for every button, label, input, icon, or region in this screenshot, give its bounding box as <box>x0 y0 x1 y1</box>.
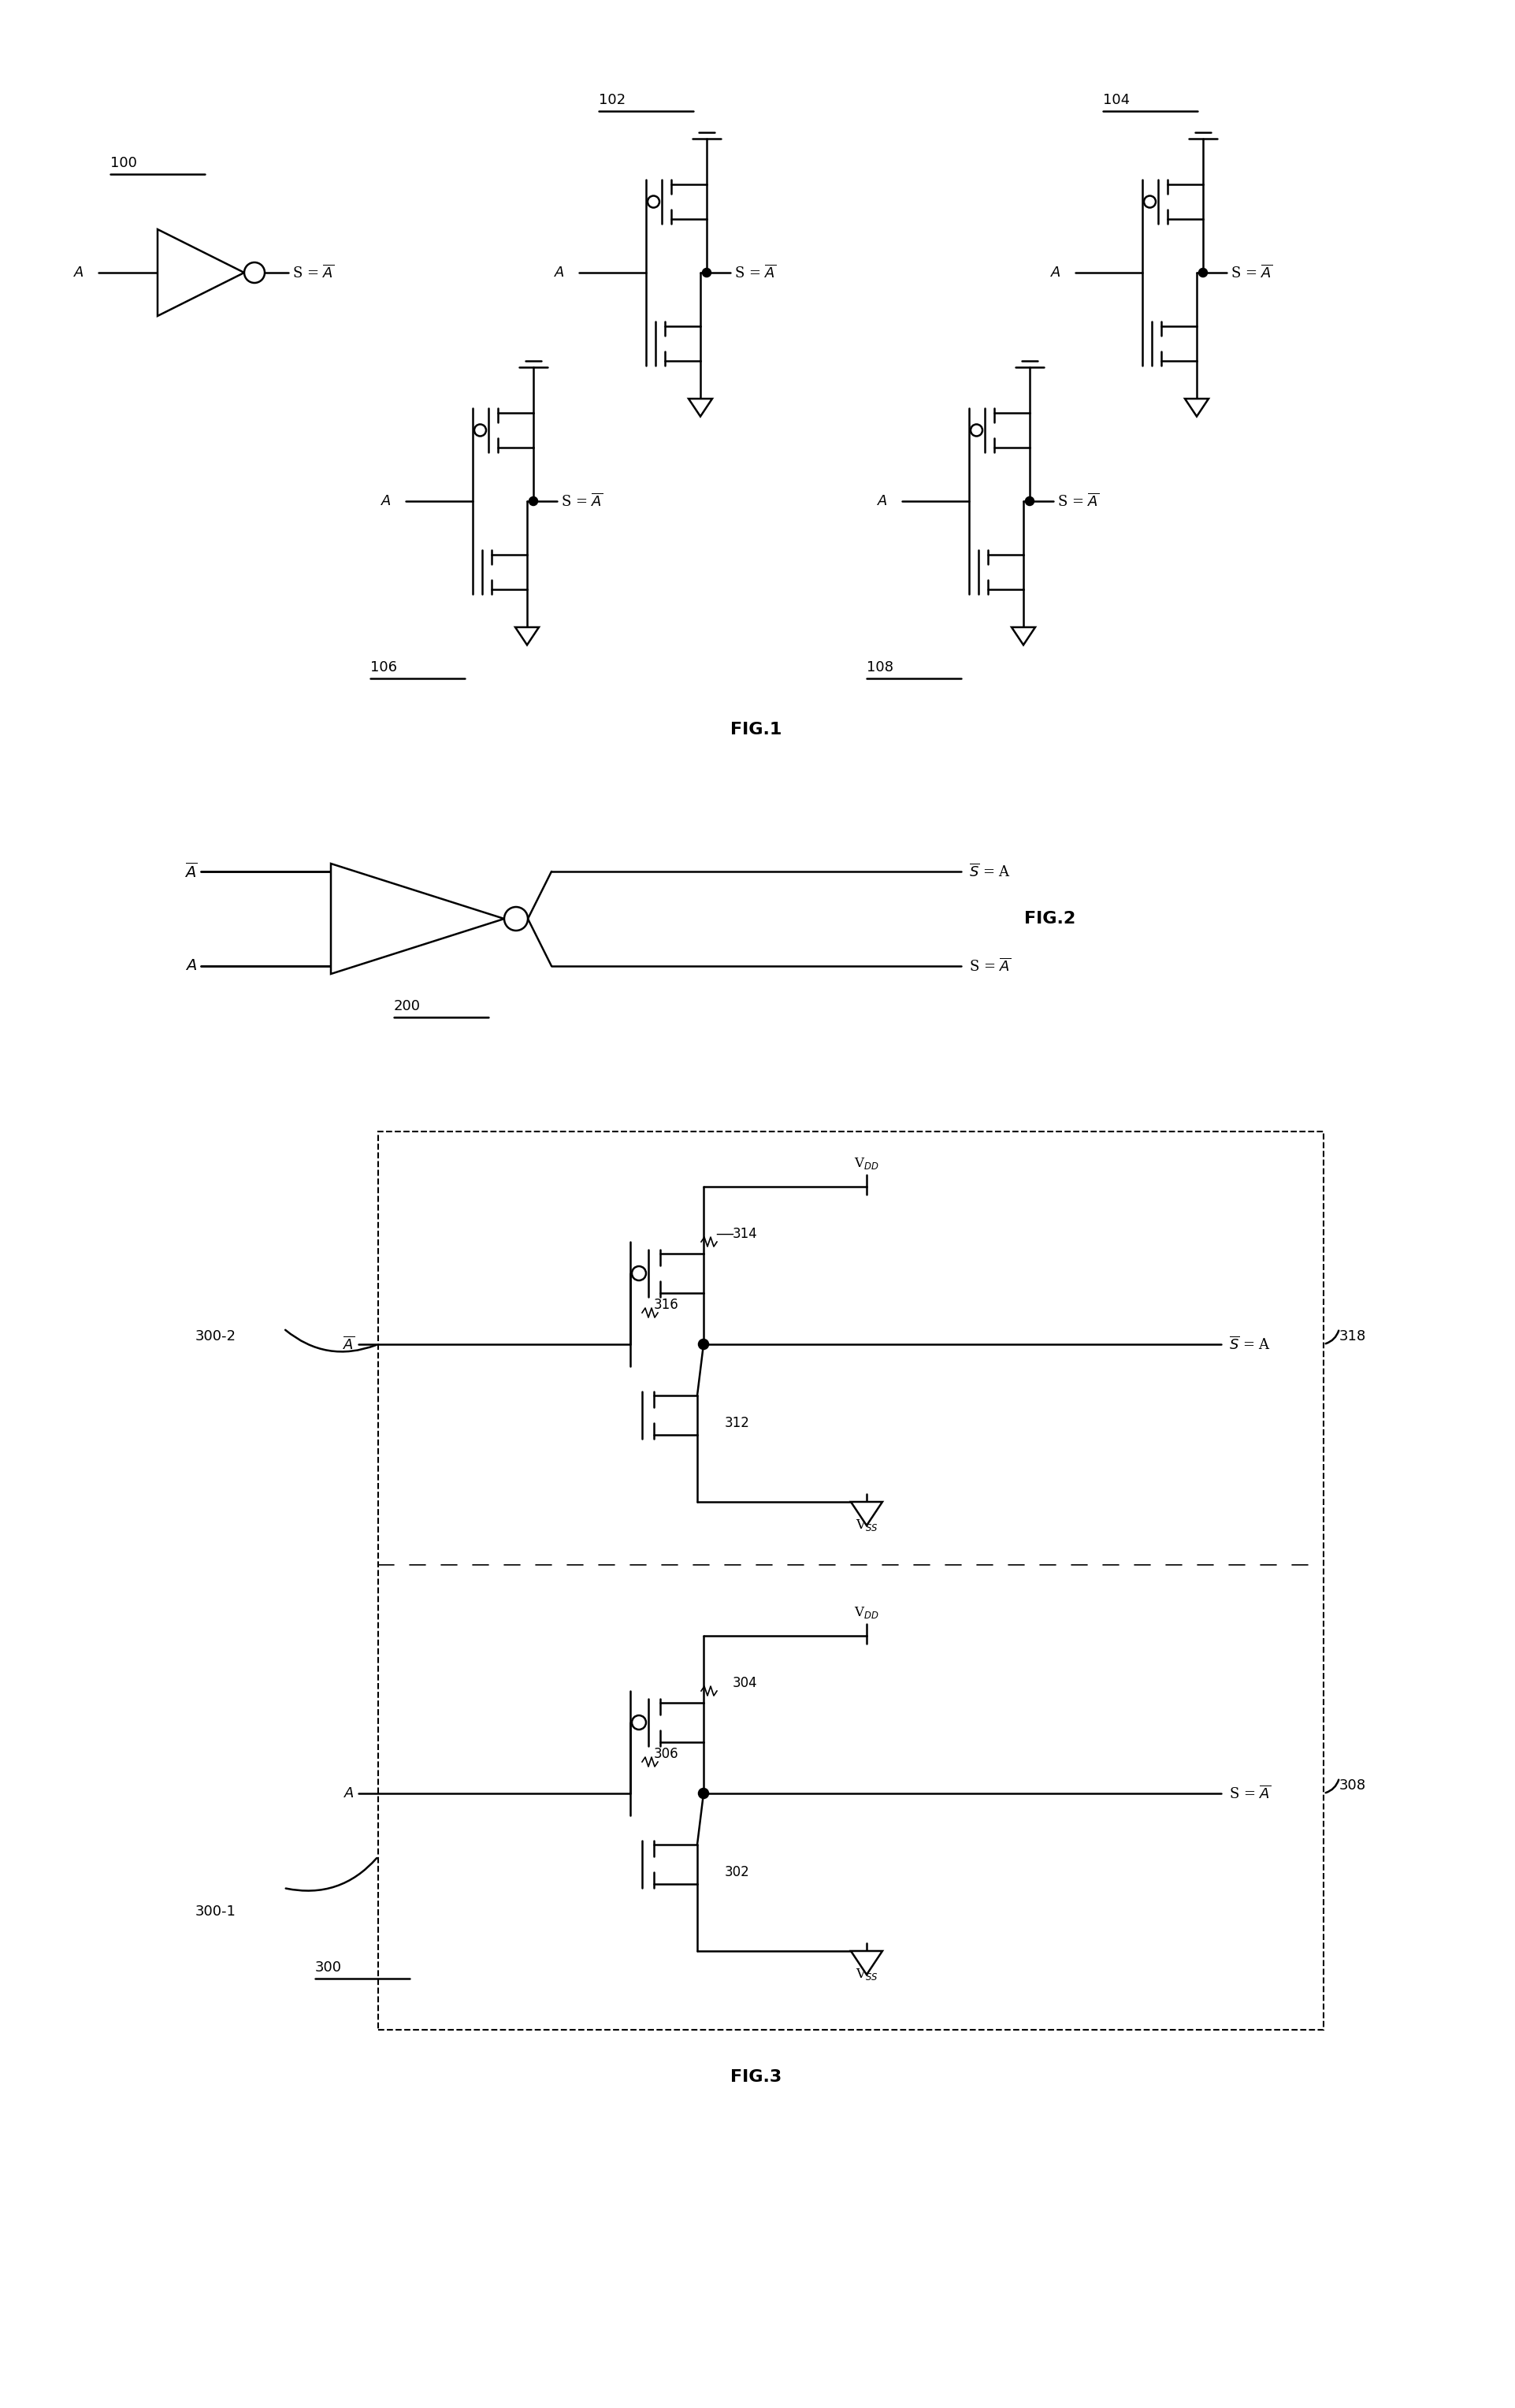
Polygon shape <box>1185 400 1209 417</box>
Text: $\mathit{A}$: $\mathit{A}$ <box>380 494 391 508</box>
Text: 318: 318 <box>1339 1329 1367 1344</box>
Polygon shape <box>1012 626 1035 645</box>
Circle shape <box>971 424 982 436</box>
Circle shape <box>529 496 538 506</box>
Text: 304: 304 <box>733 1676 758 1690</box>
Text: S = $\overline{\mathit{A}}$: S = $\overline{\mathit{A}}$ <box>1230 265 1273 282</box>
Text: 200: 200 <box>394 999 421 1014</box>
Circle shape <box>632 1267 645 1281</box>
Circle shape <box>632 1714 645 1729</box>
Text: S = $\overline{\mathit{A}}$: S = $\overline{\mathit{A}}$ <box>292 265 335 282</box>
Text: 308: 308 <box>1339 1780 1367 1792</box>
Circle shape <box>504 908 527 929</box>
Text: $\mathit{A}$: $\mathit{A}$ <box>73 265 85 279</box>
Circle shape <box>647 195 659 207</box>
Text: 314: 314 <box>733 1226 758 1240</box>
Text: $\overline{\mathit{S}}$ = A: $\overline{\mathit{S}}$ = A <box>1229 1336 1271 1353</box>
Text: S = $\overline{\mathit{A}}$: S = $\overline{\mathit{A}}$ <box>561 494 603 510</box>
Text: V$_{DD}$: V$_{DD}$ <box>854 1156 879 1170</box>
Text: 100: 100 <box>111 157 136 171</box>
Text: 316: 316 <box>654 1298 679 1312</box>
Text: 102: 102 <box>598 94 626 108</box>
Text: 312: 312 <box>724 1416 750 1430</box>
Text: V$_{SS}$: V$_{SS}$ <box>856 1967 877 1982</box>
Text: $\overline{\mathit{S}}$ = A: $\overline{\mathit{S}}$ = A <box>970 862 1011 879</box>
Circle shape <box>474 424 486 436</box>
Polygon shape <box>330 864 504 973</box>
Text: V$_{SS}$: V$_{SS}$ <box>856 1517 877 1531</box>
Text: 108: 108 <box>867 660 894 674</box>
Polygon shape <box>515 626 539 645</box>
Text: S = $\overline{\mathit{A}}$: S = $\overline{\mathit{A}}$ <box>735 265 776 282</box>
Text: 106: 106 <box>370 660 397 674</box>
Circle shape <box>1198 270 1207 277</box>
Text: 300-2: 300-2 <box>195 1329 236 1344</box>
Circle shape <box>244 262 265 282</box>
Text: $\mathit{A}$: $\mathit{A}$ <box>554 265 565 279</box>
Text: $\mathit{A}$: $\mathit{A}$ <box>877 494 888 508</box>
Circle shape <box>1026 496 1033 506</box>
Text: 300: 300 <box>315 1960 342 1975</box>
Circle shape <box>1144 195 1156 207</box>
Text: FIG.3: FIG.3 <box>730 2068 782 2085</box>
Text: S = $\overline{\mathit{A}}$: S = $\overline{\mathit{A}}$ <box>1057 494 1100 510</box>
Text: $\mathit{A}$: $\mathit{A}$ <box>1050 265 1060 279</box>
Text: 104: 104 <box>1103 94 1130 108</box>
Text: $\overline{\mathit{A}}$: $\overline{\mathit{A}}$ <box>183 862 197 881</box>
Circle shape <box>698 1339 708 1348</box>
Text: $\overline{\mathit{A}}$: $\overline{\mathit{A}}$ <box>342 1336 355 1353</box>
Circle shape <box>698 1789 708 1799</box>
Polygon shape <box>851 1503 882 1527</box>
Text: S = $\overline{\mathit{A}}$: S = $\overline{\mathit{A}}$ <box>970 958 1011 975</box>
Text: S = $\overline{\mathit{A}}$: S = $\overline{\mathit{A}}$ <box>1229 1784 1271 1801</box>
Text: 302: 302 <box>724 1866 750 1878</box>
Bar <box>379 1132 1324 2030</box>
Text: $\mathit{A}$: $\mathit{A}$ <box>185 958 197 973</box>
Text: $\mathit{A}$: $\mathit{A}$ <box>344 1787 355 1801</box>
Text: FIG.1: FIG.1 <box>730 722 782 737</box>
Polygon shape <box>158 229 244 315</box>
Circle shape <box>703 270 711 277</box>
Text: 306: 306 <box>654 1746 679 1760</box>
Polygon shape <box>688 400 712 417</box>
Text: 300-1: 300-1 <box>195 1905 236 1919</box>
Text: FIG.2: FIG.2 <box>1024 910 1076 927</box>
Text: V$_{DD}$: V$_{DD}$ <box>854 1606 879 1621</box>
Polygon shape <box>851 1950 882 1975</box>
